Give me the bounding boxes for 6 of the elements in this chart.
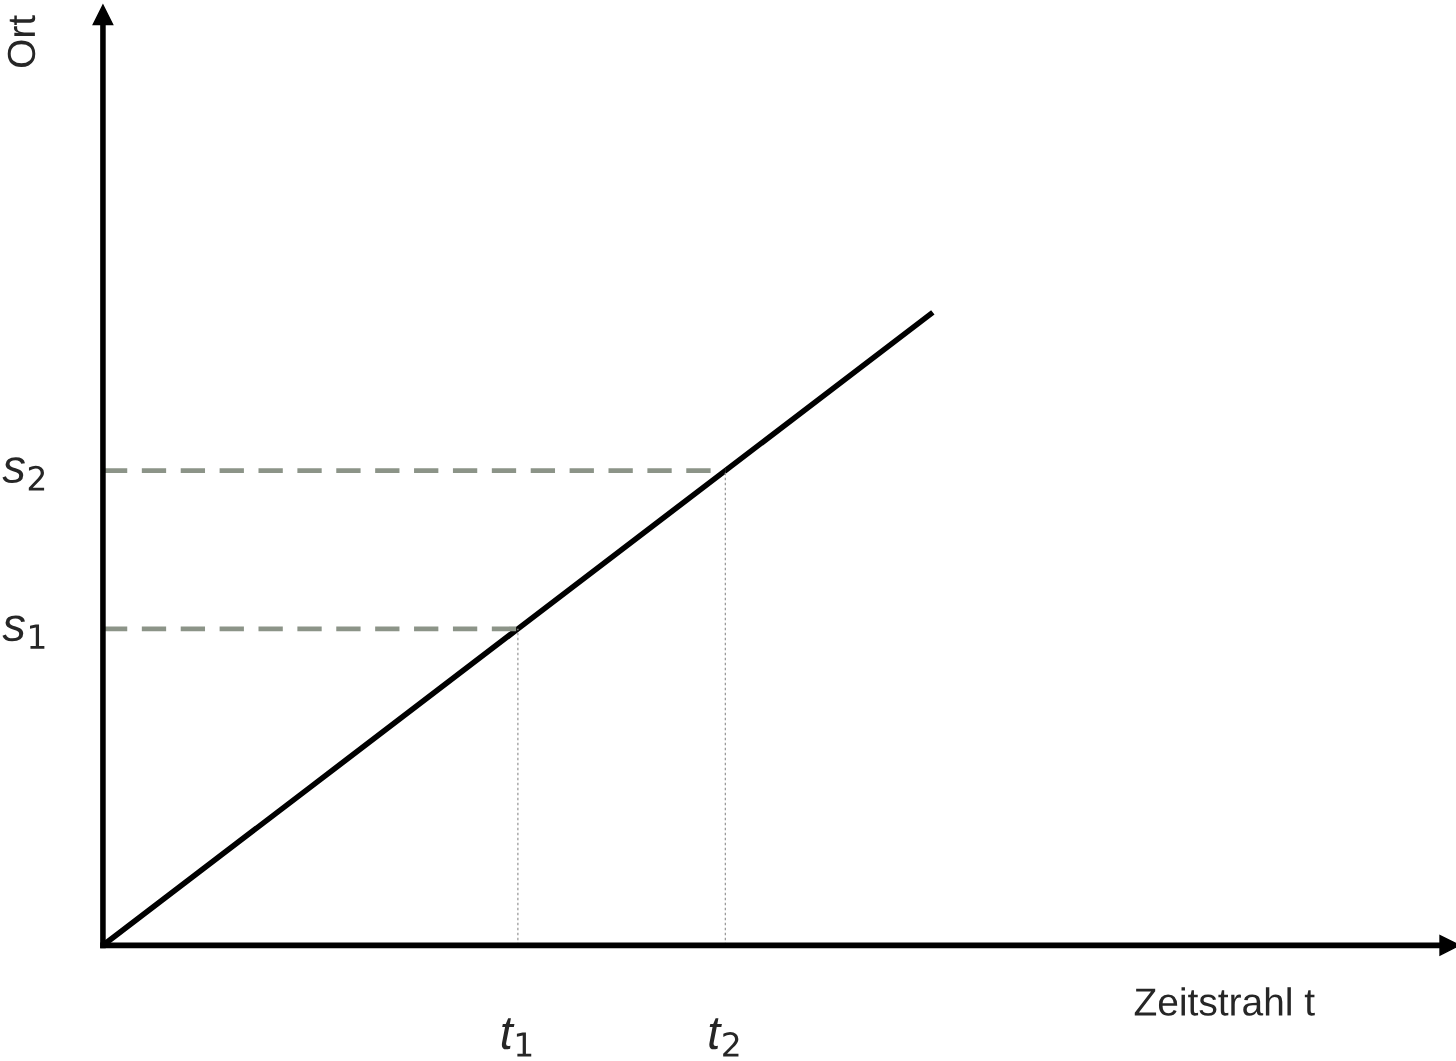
text: Ort	[7, 15, 36, 68]
x-tick-label: t$_{2}$	[709, 1018, 739, 1057]
ref-line-label: s$_{1}$	[2, 615, 45, 649]
x-tick-label: t$_{1}$	[501, 1018, 532, 1057]
ref-line-label: s$_{2}$	[2, 457, 45, 491]
x-axis-title: Zeitstrahl t	[1134, 987, 1315, 1016]
